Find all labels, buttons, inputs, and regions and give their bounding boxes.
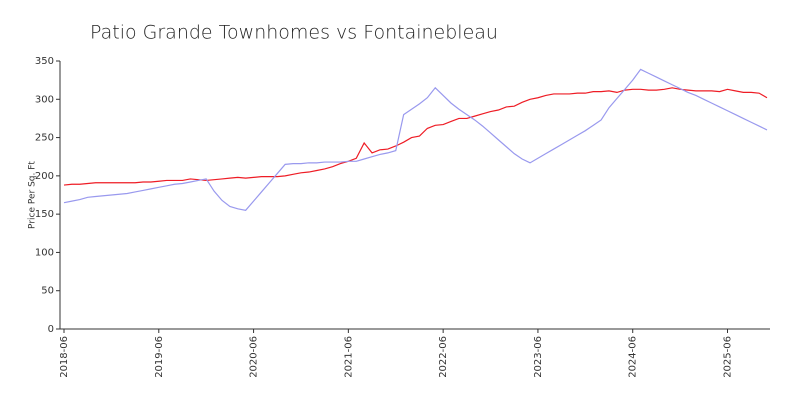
- y-tick-label: 50: [41, 286, 54, 297]
- y-tick-label: 150: [35, 209, 54, 220]
- y-tick-label: 100: [35, 247, 54, 258]
- x-tick-label: 2022-06: [438, 336, 449, 378]
- x-tick-label: 2023-06: [533, 336, 544, 378]
- x-tick-label: 2018-06: [59, 336, 70, 378]
- y-tick-label: 300: [35, 94, 54, 105]
- y-tick-label: 200: [35, 171, 54, 182]
- x-tick-label: 2024-06: [628, 336, 639, 378]
- x-tick-label: 2019-06: [154, 336, 165, 378]
- y-tick-label: 0: [48, 324, 54, 335]
- series-line: [63, 87, 768, 186]
- y-tick-label: 350: [35, 56, 54, 67]
- y-axis-label: Price Per Sq. Ft: [28, 161, 38, 229]
- y-tick-label: 250: [35, 133, 54, 144]
- series-line: [63, 68, 768, 211]
- chart-title: Patio Grande Townhomes vs Fontainebleau: [90, 22, 498, 44]
- x-tick-label: 2020-06: [249, 336, 260, 378]
- x-tick-label: 2021-06: [343, 336, 354, 378]
- x-tick-label: 2025-06: [723, 336, 734, 378]
